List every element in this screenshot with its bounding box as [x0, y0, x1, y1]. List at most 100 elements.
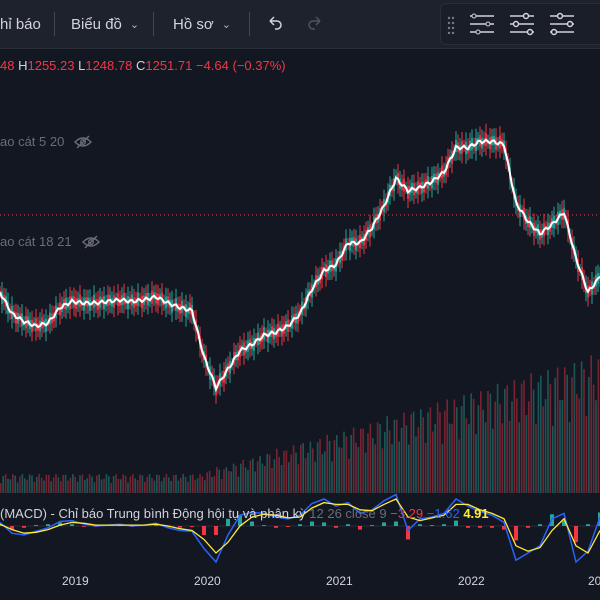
- volume-bar: [182, 474, 184, 493]
- profile-menu-label: Hồ sơ: [173, 15, 214, 33]
- volume-bar: [388, 430, 391, 493]
- macd-histogram-bar: [154, 525, 158, 526]
- volume-bar: [122, 474, 124, 493]
- volume-bar: [170, 481, 172, 493]
- chart-menu-button[interactable]: Biểu đồ ⌄: [71, 12, 139, 36]
- volume-bar: [127, 482, 129, 493]
- macd-histogram-bar: [370, 525, 374, 526]
- time-axis-label: 2022: [458, 574, 485, 588]
- volume-bar: [573, 363, 576, 493]
- volume-bar: [520, 383, 523, 493]
- volume-bar: [585, 415, 588, 493]
- volume-bar: [336, 435, 338, 493]
- volume-bar: [50, 481, 52, 493]
- volume-bar: [592, 384, 595, 493]
- volume-bar: [403, 412, 405, 493]
- volume-bar: [595, 400, 597, 493]
- volume-bar: [446, 399, 448, 493]
- macd-legend[interactable]: (MACD) - Chỉ báo Trung bình Động hội tụ …: [0, 506, 489, 521]
- volume-bar: [24, 478, 26, 493]
- volume-bars: [0, 355, 600, 493]
- sliders-icon[interactable]: [508, 12, 536, 36]
- time-axis-label: 20: [588, 574, 600, 588]
- macd-histogram-bar: [226, 518, 230, 526]
- volume-bar: [460, 406, 463, 493]
- volume-bar: [21, 474, 24, 493]
- volume-bar: [321, 454, 324, 493]
- macd-histogram-bar: [202, 526, 206, 535]
- volume-bar: [504, 388, 506, 493]
- volume-bar: [98, 474, 100, 493]
- volume-bar: [206, 472, 208, 493]
- volume-bar: [367, 433, 369, 493]
- ma-legend-top[interactable]: ao cát 5 20: [0, 134, 93, 149]
- volume-bar: [441, 443, 444, 493]
- volume-bar: [290, 454, 292, 493]
- volume-bar: [36, 476, 38, 493]
- top-toolbar: hỉ báo Biểu đồ ⌄ Hồ sơ ⌄: [0, 0, 600, 49]
- eye-off-icon[interactable]: [74, 135, 93, 149]
- volume-bar: [199, 474, 201, 493]
- volume-bar: [136, 479, 139, 493]
- volume-bar: [422, 417, 424, 493]
- settings-lines-icon[interactable]: [548, 12, 576, 36]
- volume-bar: [398, 441, 400, 493]
- drag-handle-icon[interactable]: [447, 16, 455, 34]
- volume-bar: [139, 474, 141, 493]
- volume-bar: [384, 431, 386, 493]
- layout-lines-icon[interactable]: [468, 12, 496, 36]
- macd-line: [0, 493, 600, 564]
- volume-bar: [26, 479, 28, 493]
- indicators-button[interactable]: hỉ báo: [0, 12, 41, 36]
- volume-bar: [55, 474, 57, 493]
- volume-bar: [60, 481, 62, 493]
- volume-bar: [72, 474, 74, 493]
- volume-bar: [45, 474, 48, 493]
- volume-bar: [43, 480, 45, 493]
- volume-bar: [31, 475, 33, 493]
- low-value: 1248.78: [85, 58, 133, 73]
- macd-histogram-bar: [430, 525, 434, 526]
- volume-bar: [357, 447, 360, 493]
- volume-bar: [242, 459, 244, 493]
- volume-bar: [506, 385, 508, 493]
- volume-bar: [415, 436, 417, 493]
- volume-bar: [583, 369, 585, 493]
- volume-bar: [259, 456, 261, 493]
- volume-bar: [338, 447, 340, 493]
- price-chart[interactable]: [0, 48, 600, 600]
- eye-off-icon[interactable]: [81, 235, 100, 249]
- volume-bar: [158, 475, 160, 493]
- volume-bar: [480, 391, 482, 493]
- volume-bar: [254, 471, 256, 493]
- volume-bar: [14, 475, 16, 493]
- volume-bar: [175, 474, 177, 493]
- volume-bar: [283, 450, 285, 493]
- redo-button[interactable]: [306, 12, 324, 36]
- volume-bar: [247, 469, 249, 493]
- ma-legend-mid[interactable]: ao cát 18 21: [0, 234, 100, 249]
- volume-bar: [542, 406, 544, 493]
- volume-bar: [163, 477, 165, 493]
- volume-bar: [288, 462, 290, 493]
- volume-bar: [532, 389, 535, 493]
- macd-histogram-bar: [214, 526, 218, 535]
- profile-menu-button[interactable]: Hồ sơ ⌄: [173, 12, 231, 36]
- volume-bar: [295, 452, 297, 493]
- volume-bar: [364, 452, 367, 493]
- volume-bar: [151, 477, 153, 493]
- macd-histogram-bar: [298, 524, 302, 526]
- volume-bar: [220, 479, 223, 493]
- undo-icon: [269, 16, 282, 30]
- volume-bar: [237, 476, 240, 493]
- macd-histogram-bar: [358, 526, 362, 530]
- volume-bar: [124, 475, 127, 493]
- volume-bar: [559, 400, 561, 493]
- time-axis-label: 2020: [194, 574, 221, 588]
- volume-bar: [348, 458, 350, 493]
- macd-title: (MACD) - Chỉ báo Trung bình Động hội tụ …: [0, 506, 306, 521]
- undo-button[interactable]: [266, 12, 284, 36]
- volume-bar: [16, 482, 19, 493]
- volume-bar: [405, 425, 408, 493]
- volume-bar: [67, 480, 69, 493]
